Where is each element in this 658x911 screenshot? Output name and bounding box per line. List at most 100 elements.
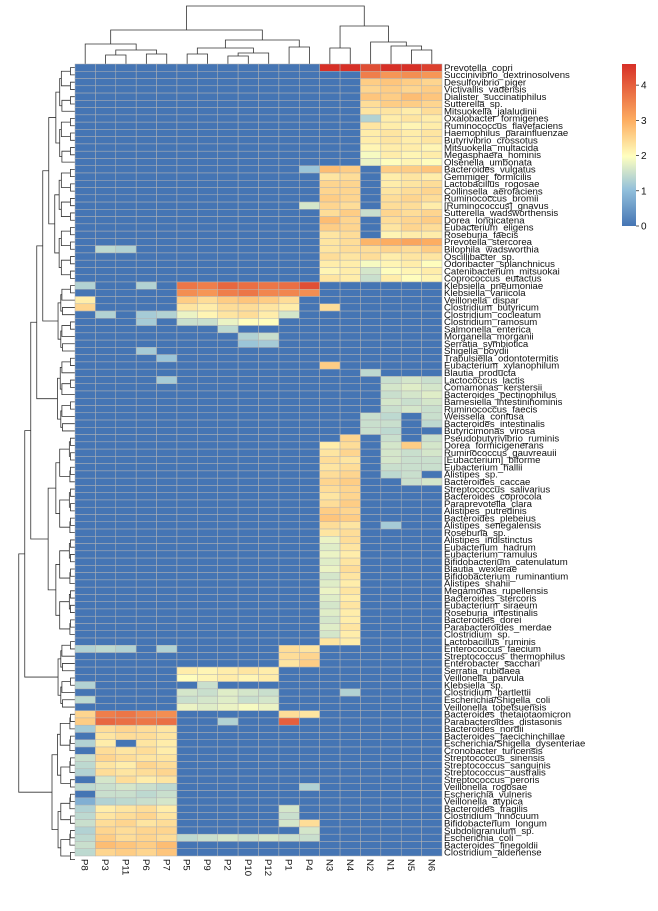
heatmap-cell bbox=[339, 623, 361, 632]
heatmap-cell bbox=[156, 492, 178, 501]
row-label: Butyrivibrio_crossotus bbox=[444, 135, 538, 146]
heatmap-cell bbox=[237, 746, 259, 755]
heatmap-cell bbox=[176, 129, 198, 137]
heatmap-cell bbox=[278, 419, 300, 428]
heatmap-cell bbox=[421, 201, 443, 210]
heatmap-cell bbox=[135, 681, 157, 690]
heatmap-cell bbox=[339, 325, 361, 334]
colorbar-tick-label: 3 bbox=[641, 116, 647, 127]
dendrogram-branch bbox=[70, 67, 75, 76]
heatmap-cell bbox=[95, 848, 117, 857]
heatmap-cell bbox=[258, 659, 280, 668]
heatmap-cell bbox=[217, 332, 239, 341]
heatmap-cell bbox=[115, 419, 137, 428]
row-label: Megasphaera_hominis bbox=[444, 150, 541, 161]
heatmap-cell bbox=[380, 819, 402, 828]
heatmap-cell bbox=[380, 615, 402, 624]
row-dendrogram bbox=[18, 67, 75, 861]
heatmap-cell bbox=[380, 543, 402, 552]
heatmap-cell bbox=[197, 441, 218, 450]
heatmap-cell bbox=[176, 826, 198, 835]
heatmap-cell bbox=[360, 252, 382, 261]
heatmap-cell bbox=[380, 281, 402, 290]
heatmap-cell bbox=[258, 325, 280, 334]
heatmap-cell bbox=[380, 412, 402, 421]
heatmap-cell bbox=[135, 114, 157, 123]
heatmap-cell bbox=[156, 303, 178, 312]
heatmap-cell bbox=[380, 267, 402, 275]
heatmap-cell bbox=[217, 405, 239, 414]
heatmap-cell bbox=[339, 674, 361, 682]
heatmap-cell bbox=[299, 281, 320, 290]
heatmap-cell bbox=[176, 499, 198, 508]
heatmap-cell bbox=[156, 506, 178, 515]
heatmap-cell bbox=[400, 630, 422, 639]
heatmap-cell bbox=[299, 259, 320, 268]
heatmap-cell bbox=[380, 652, 402, 661]
heatmap-cell bbox=[237, 289, 259, 297]
heatmap-cell bbox=[319, 252, 341, 261]
heatmap-cell bbox=[258, 594, 280, 602]
heatmap-cell bbox=[237, 390, 259, 399]
heatmap-cell bbox=[237, 761, 259, 770]
heatmap-cell bbox=[380, 659, 402, 668]
heatmap-cell bbox=[197, 710, 218, 719]
heatmap-cell bbox=[217, 368, 239, 377]
heatmap-cell bbox=[400, 238, 422, 246]
heatmap-cell bbox=[197, 368, 218, 377]
heatmap-cell bbox=[400, 114, 422, 123]
heatmap-cell bbox=[299, 775, 320, 784]
heatmap-cell bbox=[299, 136, 320, 145]
heatmap-cell bbox=[360, 281, 382, 290]
heatmap-cell bbox=[176, 201, 198, 210]
heatmap-cell bbox=[339, 216, 361, 225]
dendrogram-branch bbox=[70, 81, 75, 90]
heatmap-cell bbox=[278, 332, 300, 341]
heatmap-cell bbox=[319, 194, 341, 203]
heatmap-cell bbox=[319, 783, 341, 791]
heatmap-cell bbox=[115, 710, 137, 719]
heatmap-cell bbox=[176, 739, 198, 748]
heatmap-cell bbox=[339, 230, 361, 239]
heatmap-cell bbox=[217, 85, 239, 94]
heatmap-cell bbox=[278, 223, 300, 232]
heatmap-cell bbox=[278, 216, 300, 225]
heatmap-cell bbox=[360, 150, 382, 159]
heatmap-cell bbox=[176, 652, 198, 661]
heatmap-cell bbox=[258, 499, 280, 508]
dendrogram-branch bbox=[339, 25, 389, 48]
heatmap-cell bbox=[400, 688, 422, 697]
row-label: Mitsuokella_multacida bbox=[444, 143, 539, 154]
heatmap-cell bbox=[258, 143, 280, 152]
heatmap-cell bbox=[421, 724, 443, 733]
heatmap-cell bbox=[400, 267, 422, 275]
heatmap-cell bbox=[421, 361, 443, 370]
row-label: Bilophila_wadsworthia bbox=[444, 244, 540, 255]
heatmap-cell bbox=[319, 506, 341, 515]
heatmap-cell bbox=[95, 289, 117, 297]
heatmap-cell bbox=[74, 681, 96, 690]
heatmap-cell bbox=[258, 150, 280, 159]
heatmap-cell bbox=[176, 325, 198, 334]
heatmap-cell bbox=[360, 674, 382, 682]
heatmap-cell bbox=[217, 78, 239, 87]
heatmap-cell bbox=[400, 158, 422, 166]
heatmap-cell bbox=[319, 390, 341, 399]
heatmap-cell bbox=[135, 710, 157, 719]
heatmap-cell bbox=[237, 681, 259, 690]
heatmap-cell bbox=[95, 572, 117, 581]
heatmap-cell bbox=[400, 223, 422, 232]
heatmap-cell bbox=[400, 804, 422, 813]
heatmap-cell bbox=[156, 456, 178, 464]
heatmap-cell bbox=[135, 732, 157, 740]
heatmap-cell bbox=[258, 71, 280, 79]
heatmap-cell bbox=[400, 456, 422, 464]
heatmap-cell bbox=[237, 492, 259, 501]
heatmap-cell bbox=[319, 790, 341, 799]
heatmap-cell bbox=[237, 129, 259, 137]
heatmap-cell bbox=[237, 623, 259, 632]
heatmap-cell bbox=[115, 615, 137, 624]
heatmap-cell bbox=[197, 797, 218, 806]
heatmap-cell bbox=[156, 463, 178, 472]
row-label: Serratia_symbiotica bbox=[444, 339, 529, 350]
